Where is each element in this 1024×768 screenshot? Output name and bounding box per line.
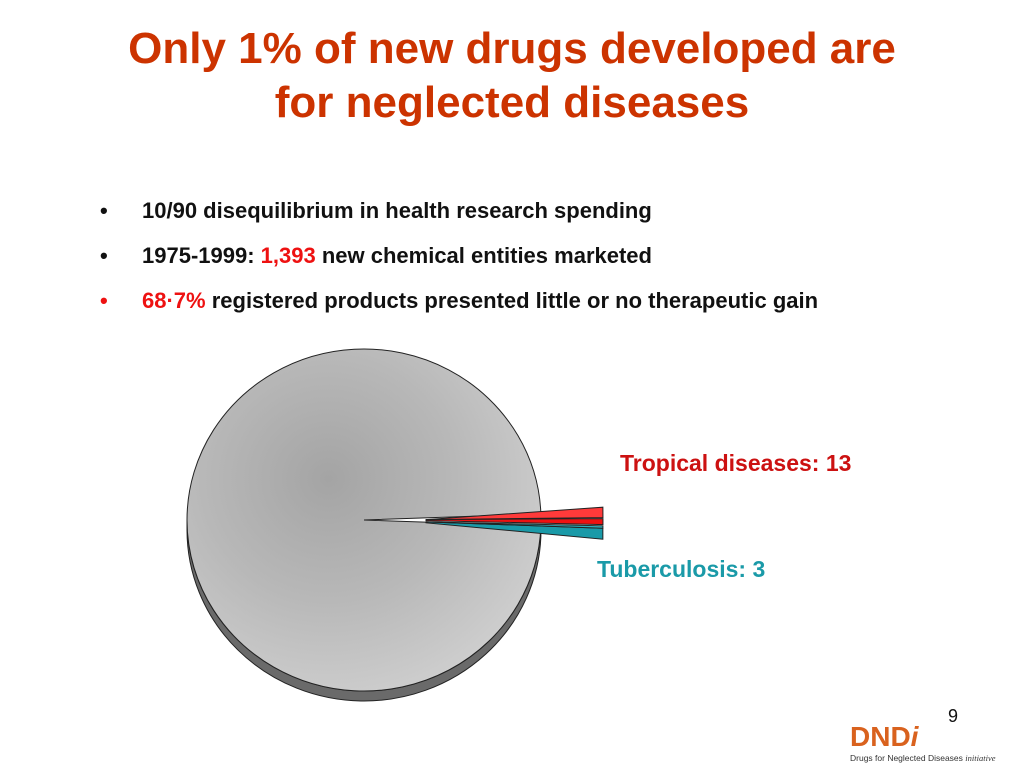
pie-slice-tropical-diseases bbox=[425, 518, 604, 526]
title-line-2: for neglected diseases bbox=[274, 78, 750, 127]
slide-title: Only 1% of new drugs developed are for n… bbox=[0, 22, 1024, 130]
bullet-dot: • bbox=[100, 198, 108, 223]
logo-letters: DND bbox=[850, 721, 911, 752]
bullet-highlight: 68·7% bbox=[142, 288, 206, 313]
bullet-text: 1975-1999: bbox=[142, 243, 261, 268]
pie-slice-other bbox=[186, 348, 542, 692]
title-line-1: Only 1% of new drugs developed are bbox=[128, 24, 896, 73]
logo-tagline-text: Drugs for Neglected Diseases bbox=[850, 753, 963, 763]
pie-slice-tuberculosis-top bbox=[425, 521, 604, 529]
dndi-logo: DNDi Drugs for Neglected Diseases initia… bbox=[850, 722, 1020, 766]
tropical-diseases-label: Tropical diseases: 13 bbox=[620, 450, 852, 476]
bullet-item: • 10/90 disequilibrium in health researc… bbox=[100, 195, 818, 240]
bullet-highlight: 1,393 bbox=[260, 243, 316, 268]
bullet-item: • 1975-1999: 1,393 new chemical entities… bbox=[100, 240, 818, 285]
bullet-text: new chemical entities marketed bbox=[315, 243, 652, 268]
tuberculosis-label: Tuberculosis: 3 bbox=[597, 556, 766, 582]
pie-slice-tropical-diseases-top bbox=[425, 506, 604, 521]
bullet-text: registered products presented little or … bbox=[205, 288, 819, 313]
logo-tagline: Drugs for Neglected Diseases initiative bbox=[850, 752, 1020, 764]
bullet-item: • 68·7% registered products presented li… bbox=[100, 285, 818, 330]
bullet-list: • 10/90 disequilibrium in health researc… bbox=[100, 195, 818, 330]
logo-tagline-italic: initiative bbox=[965, 753, 996, 763]
page-number: 9 bbox=[948, 706, 959, 726]
logo-italic-letter: i bbox=[910, 721, 919, 752]
logo-mark: DNDi bbox=[850, 722, 1020, 752]
bullet-dot: • bbox=[100, 288, 108, 313]
bullet-dot: • bbox=[100, 243, 108, 268]
bullet-text: 10/90 disequilibrium in health research … bbox=[142, 198, 652, 223]
